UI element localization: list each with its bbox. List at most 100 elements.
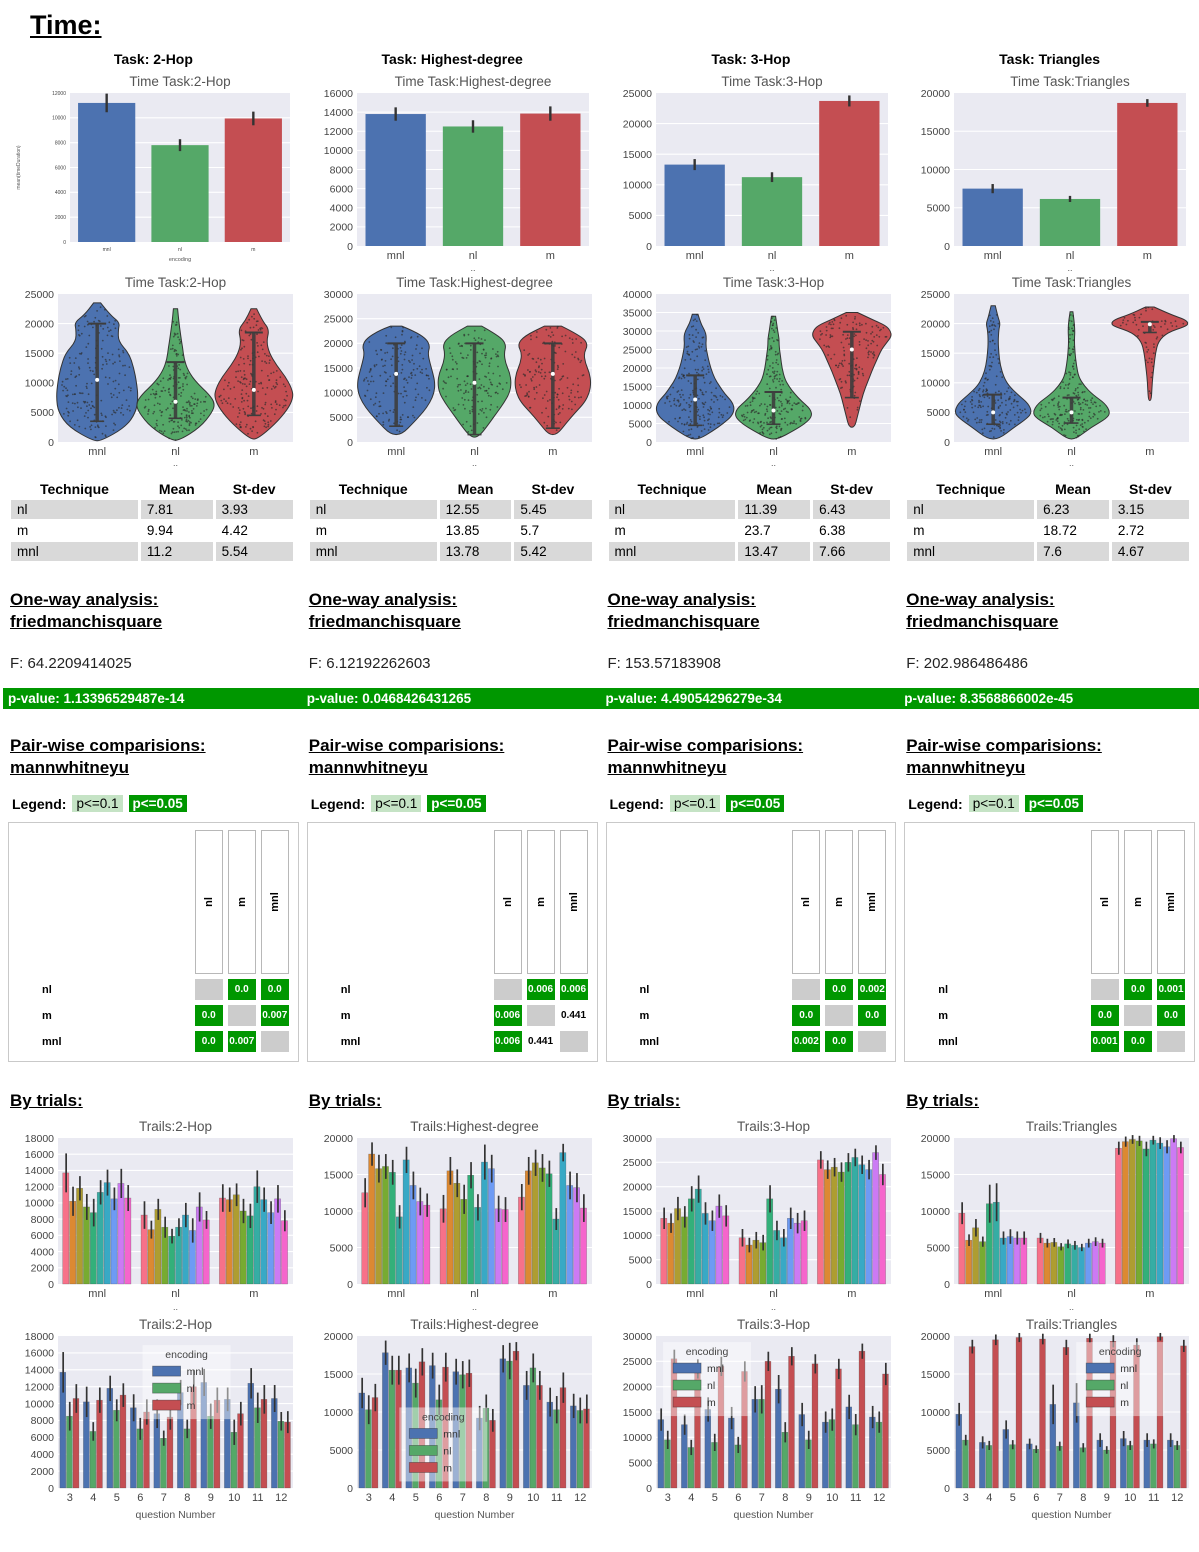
matrix-column-header: mnl xyxy=(260,830,289,975)
page-title: Time: xyxy=(30,10,102,40)
svg-text:nl: nl xyxy=(470,1288,479,1300)
svg-text:nl: nl xyxy=(470,446,479,458)
matrix-column-header: nl xyxy=(194,830,223,975)
svg-text:10: 10 xyxy=(527,1492,539,1504)
svg-text:m: m xyxy=(548,446,557,458)
svg-text:14000: 14000 xyxy=(324,107,353,119)
stdev-cell: 5.7 xyxy=(520,523,540,538)
time-bar-chart: 0 5000 10000 15000 20000 25000 Time Task:3-Hop… xyxy=(606,67,897,272)
svg-text:Time Task:Highest-degree: Time Task:Highest-degree xyxy=(394,74,551,89)
oneway-heading: One-way analysis: friedmanchisquare xyxy=(607,590,760,632)
stdev-cell: 4.42 xyxy=(221,523,248,538)
matrix-cell: 0.0 xyxy=(227,979,256,1001)
svg-text:4000: 4000 xyxy=(55,190,66,196)
matrix-cell: 0.0 xyxy=(1157,1005,1185,1027)
matrix-column-header: mnl xyxy=(559,830,588,975)
matrix-row-label: m xyxy=(340,1009,351,1022)
svg-text:mnl: mnl xyxy=(103,247,111,253)
svg-text:0: 0 xyxy=(63,240,66,246)
svg-text:11: 11 xyxy=(1148,1492,1159,1504)
svg-text:..: .. xyxy=(173,458,178,468)
matrix-body: nl 0.0 0.0 m 0.0 0.007 mnl 0.0 0.007 xyxy=(16,979,289,1053)
svg-text:mnl: mnl xyxy=(707,1364,724,1376)
matrix-header-row: nl m mnl xyxy=(614,830,887,975)
matrix-column-header: m xyxy=(526,830,555,975)
f-statistic: F: 64.2209414025 xyxy=(10,655,132,673)
svg-text:mnl: mnl xyxy=(88,446,106,458)
svg-text:m: m xyxy=(844,250,853,262)
svg-text:15000: 15000 xyxy=(622,1206,651,1218)
matrix-row-label: mnl xyxy=(938,1035,958,1048)
svg-text:..: .. xyxy=(173,1302,178,1312)
task-column: Task: Triangles 0 5000 10000 15000 20000 Time… xyxy=(899,41,1199,1524)
stdev-cell: 4.67 xyxy=(1111,542,1190,561)
svg-text:0: 0 xyxy=(646,1279,652,1291)
mean-cell: 13.78 xyxy=(439,542,512,561)
task-title: Task: Triangles xyxy=(999,51,1101,67)
svg-text:12: 12 xyxy=(1171,1492,1183,1504)
stdev-cell: 3.93 xyxy=(215,500,293,519)
table-row: m 18.72 2.72 xyxy=(907,521,1189,540)
svg-text:..: .. xyxy=(472,1302,477,1312)
svg-text:question Number: question Number xyxy=(733,1509,813,1521)
svg-text:6000: 6000 xyxy=(55,165,66,171)
matrix-column-header: m xyxy=(1124,830,1152,975)
matrix-column-label: mnl xyxy=(866,892,879,913)
svg-text:5000: 5000 xyxy=(329,1243,353,1255)
svg-text:9: 9 xyxy=(208,1492,214,1504)
matrix-column-header: mnl xyxy=(1157,830,1185,975)
svg-text:Time Task:Highest-degree: Time Task:Highest-degree xyxy=(396,275,553,290)
matrix-cell: 0.006 xyxy=(526,979,555,1001)
svg-text:Time Task:Triangles: Time Task:Triangles xyxy=(1010,74,1130,89)
svg-text:4: 4 xyxy=(986,1492,992,1504)
matrix-row: m 0.006 0.441 xyxy=(315,1005,588,1027)
technique-cell: m xyxy=(614,523,626,538)
svg-text:nl: nl xyxy=(1066,250,1075,262)
by-trials-heading: By trials: xyxy=(607,1091,681,1111)
matrix-cell: 0.0 xyxy=(1091,1005,1119,1027)
svg-text:0: 0 xyxy=(347,437,353,449)
table-header-mean: Mean xyxy=(457,481,494,497)
matrix-cell: 0.0 xyxy=(858,1005,887,1027)
svg-text:nl: nl xyxy=(1067,446,1076,458)
trials-by-question-chart: 0 5000 10000 15000 20000 Trails:Triangles 3 4 5 6… xyxy=(904,1312,1195,1524)
significance-legend: Legend: p<=0.1 p<=0.05 xyxy=(908,795,1195,813)
svg-text:30000: 30000 xyxy=(622,326,651,338)
svg-text:0: 0 xyxy=(48,1279,54,1291)
svg-text:..: .. xyxy=(472,458,477,468)
matrix-column-label: nl xyxy=(800,897,813,908)
svg-text:mnl: mnl xyxy=(187,1367,204,1379)
stdev-cell: 2.72 xyxy=(1117,523,1145,538)
table-header-mean: Mean xyxy=(1055,481,1091,497)
svg-text:30000: 30000 xyxy=(622,1133,651,1145)
svg-text:Time Task:2-Hop: Time Task:2-Hop xyxy=(125,275,226,290)
svg-text:20000: 20000 xyxy=(921,88,950,100)
matrix-column-header: m xyxy=(825,830,854,975)
svg-text:15000: 15000 xyxy=(324,1369,353,1381)
matrix-cell: 0.0 xyxy=(194,1031,223,1053)
trials-by-encoding-chart: 0 5000 10000 15000 20000 Trails:Triangles mnl n… xyxy=(904,1112,1195,1312)
technique-cell: mnl xyxy=(608,542,736,561)
svg-text:0: 0 xyxy=(347,241,353,253)
svg-text:..: .. xyxy=(1069,458,1074,468)
svg-text:nl: nl xyxy=(187,1384,195,1396)
svg-text:35000: 35000 xyxy=(622,307,651,319)
svg-text:..: .. xyxy=(1068,263,1073,272)
svg-text:6000: 6000 xyxy=(329,183,353,195)
mean-cell: 11.2 xyxy=(140,542,213,561)
mean-cell: 7.81 xyxy=(140,500,213,519)
significance-legend: Legend: p<=0.1 p<=0.05 xyxy=(610,795,897,813)
svg-text:15000: 15000 xyxy=(622,149,651,161)
technique-cell: mnl xyxy=(11,542,138,561)
p-value-bar: p-value: 8.3568866002e-45 xyxy=(899,688,1199,710)
svg-text:m: m xyxy=(1145,1288,1154,1300)
technique-cell: m xyxy=(913,523,925,538)
mean-cell: 18.72 xyxy=(1043,523,1077,538)
matrix-row-label: m xyxy=(639,1009,650,1022)
table-row: nl 11.39 6.43 xyxy=(608,500,891,519)
svg-text:5000: 5000 xyxy=(628,418,652,430)
svg-text:12: 12 xyxy=(873,1492,885,1504)
svg-text:Trails:3-Hop: Trails:3-Hop xyxy=(736,1317,809,1332)
oneway-heading: One-way analysis: friedmanchisquare xyxy=(906,590,1059,632)
svg-text:..: .. xyxy=(769,263,774,272)
